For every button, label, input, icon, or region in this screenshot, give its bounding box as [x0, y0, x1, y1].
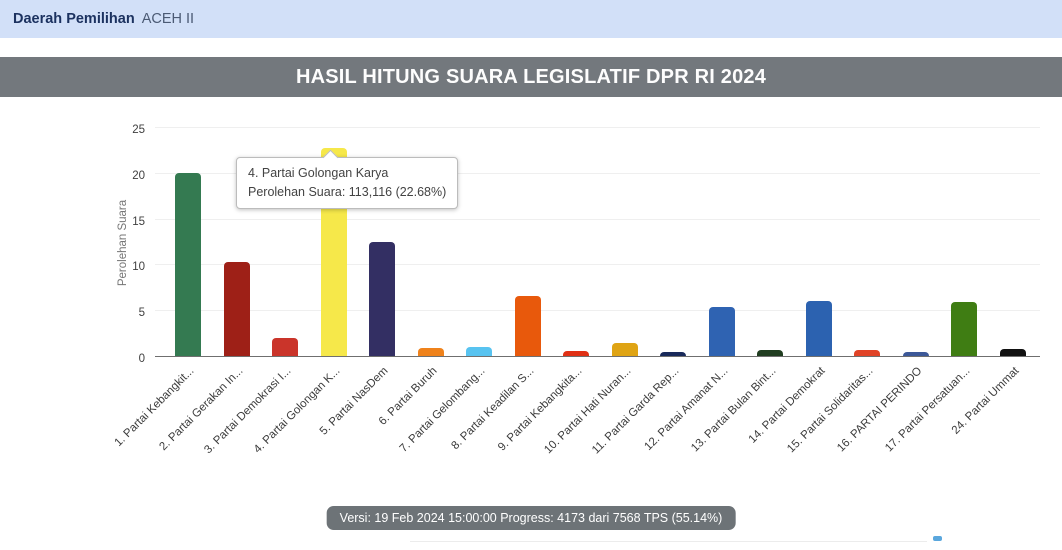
gridline — [155, 310, 1040, 312]
y-tick-label: 25 — [132, 124, 145, 136]
y-tick-label: 0 — [138, 353, 145, 365]
chart-bar[interactable] — [223, 261, 250, 356]
chart-tooltip: 4. Partai Golongan Karya Perolehan Suara… — [236, 149, 459, 209]
y-tick-label: 20 — [132, 169, 145, 182]
dapil-value: ACEH II — [141, 11, 195, 27]
chart-bar[interactable] — [514, 296, 541, 356]
gridline — [155, 264, 1040, 266]
chart-bar[interactable] — [369, 241, 395, 356]
chart-bar[interactable] — [417, 347, 444, 356]
chart-bar[interactable] — [999, 349, 1026, 356]
title-bar: HASIL HITUNG SUARA LEGISLATIF DPR RI 202… — [0, 57, 1062, 97]
chart-bar[interactable] — [563, 350, 589, 356]
y-tick-label: 5 — [138, 307, 145, 320]
dapil-label: Daerah Pemilihan — [13, 11, 135, 27]
tooltip-party: 4. Partai Golongan Karya — [248, 166, 389, 180]
gridline — [155, 172, 1040, 174]
chart-bar[interactable] — [902, 351, 929, 356]
chart-bar[interactable] — [175, 172, 201, 356]
chart-bar[interactable] — [951, 301, 977, 356]
x-axis-line — [155, 356, 1040, 357]
y-tick-label: 15 — [132, 215, 145, 228]
chart-bar[interactable] — [805, 301, 832, 356]
chart-bar[interactable] — [854, 349, 880, 356]
version-progress-badge: Versi: 19 Feb 2024 15:00:00 Progress: 41… — [326, 506, 736, 530]
gridline — [155, 127, 1040, 128]
chart-bar[interactable] — [611, 342, 638, 356]
chart-bar[interactable] — [757, 350, 783, 356]
y-tick-label: 10 — [132, 261, 145, 274]
dapil-bar: Daerah Pemilihan ACEH II — [0, 0, 1062, 38]
section-divider — [410, 541, 927, 542]
gridline — [155, 218, 1040, 220]
chart-bar[interactable] — [660, 351, 686, 356]
blue-marker — [933, 536, 942, 541]
chart-bar[interactable] — [466, 346, 492, 356]
page-title: HASIL HITUNG SUARA LEGISLATIF DPR RI 202… — [295, 65, 767, 88]
chart-bar[interactable] — [272, 337, 298, 356]
chart-bar[interactable] — [708, 307, 735, 356]
plot-area: 0 5 10 15 20 25 1. Partai Kebangkit... 2. Parta… — [113, 124, 1040, 457]
tooltip-votes: Perolehan Suara: 113,116 (22.68%) — [248, 184, 447, 199]
